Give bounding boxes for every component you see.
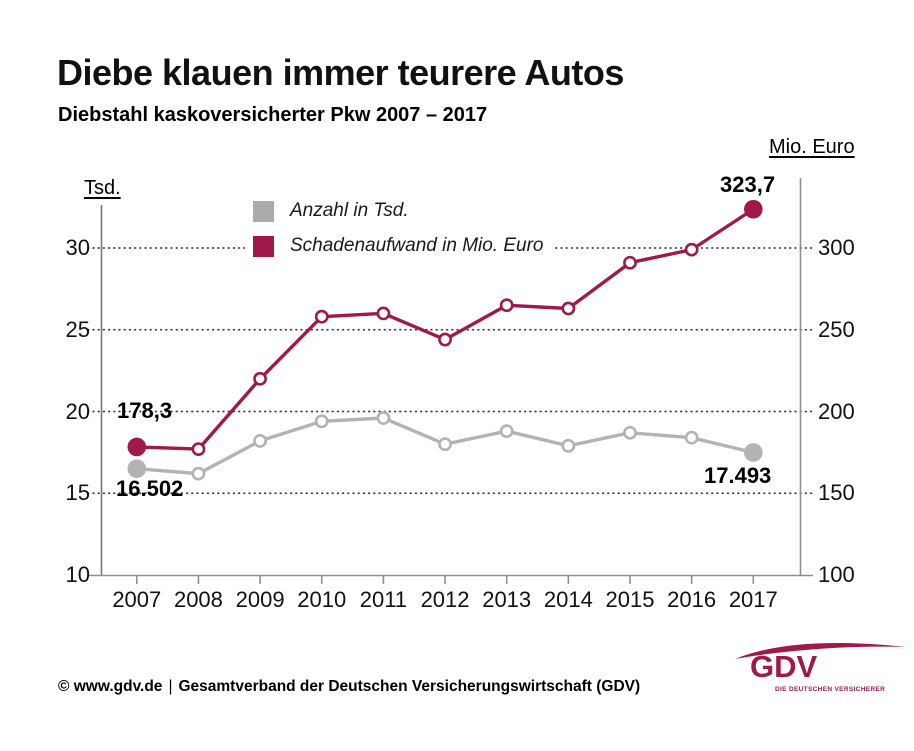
x-axis-label: 2014 [543, 587, 593, 612]
logo-swoosh-icon [735, 643, 906, 659]
y-axis-label-left: 10 [65, 562, 90, 587]
x-axis-label: 2012 [420, 587, 470, 612]
y-axis-label-left: 20 [65, 398, 90, 424]
data-point [561, 438, 576, 453]
data-point [191, 442, 206, 457]
y-axis-label-right: 100 [818, 562, 855, 587]
data-point [744, 199, 763, 219]
chart-legend: Anzahl in Tsd. Schadenaufwand in Mio. Eu… [245, 196, 554, 263]
data-point [499, 298, 514, 313]
y-axis-label-right: 150 [818, 480, 855, 506]
data-label-red-2017: 323,7 [720, 172, 776, 197]
data-point [376, 411, 391, 425]
data-point [438, 332, 452, 347]
data-point [684, 242, 699, 257]
data-point [314, 414, 329, 429]
copyright-text: © www.gdv.de [58, 678, 163, 695]
y-axis-label-right: 200 [818, 398, 855, 424]
logo-wordmark: GDV [750, 649, 818, 684]
data-point [684, 430, 699, 445]
data-point [623, 425, 637, 440]
red-series-swatch-icon [253, 235, 274, 257]
y-axis-label-left: 15 [65, 480, 90, 506]
data-point [561, 301, 576, 316]
x-axis-label: 2016 [667, 587, 717, 612]
page-title: Diebe klauen immer teurere Autos [57, 52, 624, 93]
data-label-gray-2017: 17.493 [704, 463, 772, 488]
data-point [253, 434, 267, 448]
data-point [191, 466, 206, 481]
series-line-left [135, 416, 755, 476]
data-point [438, 437, 452, 452]
footer-separator: | [168, 678, 173, 695]
y-axis-label-right: 250 [818, 316, 855, 342]
data-point [623, 255, 637, 270]
logo-tagline: DIE DEUTSCHEN VERSICHERER [775, 686, 886, 693]
x-axis-label: 2013 [482, 587, 532, 612]
data-point [744, 443, 763, 462]
y-axis-label-right: 300 [818, 235, 855, 260]
right-axis-unit-label: Mio. Euro [769, 136, 855, 158]
data-point [253, 371, 267, 386]
legend-label: Anzahl in Tsd. [290, 200, 409, 221]
legend-item-anzahl: Anzahl in Tsd. [253, 200, 544, 222]
x-axis-label: 2015 [605, 587, 655, 612]
data-point [499, 424, 514, 439]
left-axis-unit-label: Tsd. [84, 177, 121, 199]
x-axis-label: 2017 [728, 587, 778, 612]
x-axis-label: 2009 [235, 587, 285, 612]
x-axis-label: 2007 [112, 587, 162, 612]
data-label-gray-2007: 16.502 [116, 476, 184, 501]
y-axis-label-left: 25 [65, 316, 90, 342]
x-axis-label: 2011 [359, 587, 408, 612]
gdv-logo: GDV DIE DEUTSCHEN VERSICHERER [733, 638, 909, 700]
data-point [127, 437, 147, 457]
source-attribution: © www.gdv.de | Gesamtverband der Deutschen… [58, 678, 640, 696]
chart-subtitle: Diebstahl kaskoversicherter Pkw 2007 – 2… [58, 104, 488, 126]
data-point [376, 306, 391, 321]
data-point [314, 309, 329, 324]
x-axis-label: 2010 [297, 587, 347, 612]
legend-label: Schadenaufwand in Mio. Euro [290, 235, 544, 256]
x-axis-label: 2008 [173, 587, 223, 612]
organization-name: Gesamtverband der Deutschen Versicherung… [178, 678, 641, 695]
y-axis-label-left: 30 [65, 235, 90, 260]
data-label-red-2007: 178,3 [117, 398, 173, 423]
legend-item-schadenaufwand: Schadenaufwand in Mio. Euro [253, 235, 544, 257]
gray-series-swatch-icon [253, 200, 274, 222]
